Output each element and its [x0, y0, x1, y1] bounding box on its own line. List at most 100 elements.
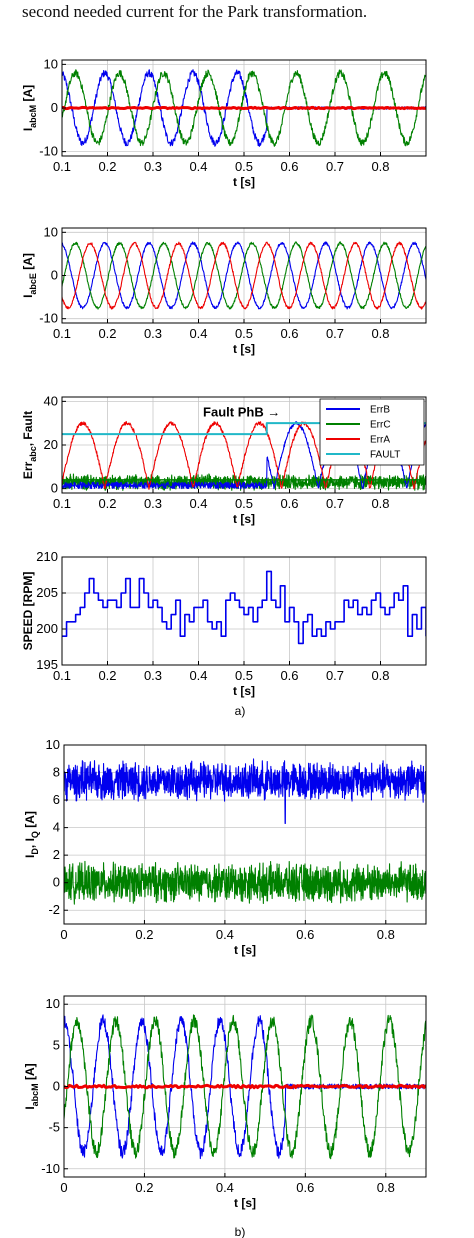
legend-label: ErrB	[370, 405, 390, 416]
x-tick-label: 0.2	[98, 496, 116, 511]
x-tick-label: 0.3	[144, 496, 162, 511]
x-tick-label: 0.3	[144, 326, 162, 341]
y-tick-label: -2	[48, 902, 60, 917]
x-tick-label: 0.8	[371, 326, 389, 341]
series-group	[64, 1014, 426, 1160]
series-group	[62, 241, 426, 310]
x-tick-label: 0.1	[53, 326, 71, 341]
y-tick-label: -10	[39, 311, 58, 326]
x-tick-label: 0.8	[377, 1180, 395, 1195]
y-tick-label: 0	[53, 875, 60, 890]
y-axis-label: ID, IQ [A]	[23, 811, 40, 858]
caption-a: a)	[235, 704, 246, 718]
x-tick-label: 0.4	[216, 927, 234, 942]
x-tick-label: 0.8	[371, 496, 389, 511]
series-group	[64, 758, 426, 905]
y-axis-label: IabcE [A]	[21, 253, 38, 298]
y-tick-label: 195	[36, 657, 58, 672]
x-tick-label: 0.2	[98, 326, 116, 341]
legend: ErrB ErrC ErrA FAULT	[319, 398, 425, 466]
y-tick-label: 6	[53, 792, 60, 807]
x-axis-label: t [s]	[233, 342, 255, 356]
legend-label: ErrC	[370, 420, 391, 431]
x-tick-label: 0.6	[296, 1180, 314, 1195]
x-tick-label: 0.6	[280, 159, 298, 174]
y-tick-label: 10	[46, 737, 60, 752]
x-tick-label: 0.6	[280, 496, 298, 511]
y-tick-label: -10	[39, 144, 58, 159]
y-tick-label: 2	[53, 847, 60, 862]
x-axis-label: t [s]	[233, 512, 255, 526]
x-tick-label: 0.8	[371, 159, 389, 174]
x-tick-label: 0.2	[98, 668, 116, 683]
y-tick-label: 10	[44, 224, 58, 239]
x-tick-label: 0.4	[216, 1180, 234, 1195]
y-tick-label: -10	[41, 1161, 60, 1176]
series-1-line	[62, 570, 426, 645]
y-axis-label: IabcM [A]	[21, 85, 38, 131]
y-tick-label: 10	[44, 56, 58, 71]
x-axis-label: t [s]	[234, 1196, 256, 1210]
series-2-line	[64, 860, 426, 905]
y-tick-label: 5	[53, 1037, 60, 1052]
x-tick-label: 0.1	[53, 668, 71, 683]
plot-2: 0.1 0.2 0.3 0.4 0.5 0.6 0.7 0.8 -10 0 10 t [s] IabcE…	[21, 224, 427, 356]
x-tick-label: 0.4	[189, 326, 207, 341]
series-2-line	[62, 421, 426, 490]
series-1-line	[64, 758, 426, 825]
y-tick-label: 0	[51, 100, 58, 115]
y-tick-label: 40	[44, 393, 58, 408]
caption-b: b)	[235, 1225, 246, 1238]
y-tick-label: 200	[36, 621, 58, 636]
x-axis-label: t [s]	[234, 943, 256, 957]
y-tick-label: 8	[53, 765, 60, 780]
plot-1: 0.1 0.2 0.3 0.4 0.5 0.6 0.7 0.8 -10 0 10 t [s] IabcM…	[21, 56, 427, 189]
x-tick-label: 0.4	[189, 668, 207, 683]
plot-3: 0.1 0.2 0.3 0.4 0.5 0.6 0.7 0.8 0 20 40 t [s] Errabc…	[21, 393, 427, 526]
legend-label: ErrA	[370, 435, 390, 446]
plot-6: 0 0.2 0.4 0.6 0.8 -10 -5 0 5 10 t [s] IabcM [A]	[23, 995, 427, 1210]
x-tick-label: 0.5	[235, 668, 253, 683]
y-tick-label: 4	[53, 820, 60, 835]
series-3-line	[62, 105, 426, 111]
y-axis-label: SPEED [RPM]	[21, 572, 35, 651]
x-tick-label: 0.7	[326, 326, 344, 341]
plot-frame	[63, 744, 427, 925]
y-tick-label: 0	[53, 1079, 60, 1094]
x-tick-label: 0.5	[235, 326, 253, 341]
x-tick-label: 0.6	[280, 326, 298, 341]
x-tick-label: 0.3	[144, 159, 162, 174]
series-3-line	[62, 421, 426, 490]
series-2-line	[64, 1014, 426, 1160]
y-tick-label: -5	[48, 1120, 60, 1135]
x-tick-label: 0.6	[296, 927, 314, 942]
series-1-line	[62, 241, 426, 310]
y-axis-label: Errabc, Fault	[21, 411, 38, 479]
y-tick-label: 210	[36, 549, 58, 564]
x-tick-label: 0.3	[144, 668, 162, 683]
x-tick-label: 0.4	[189, 496, 207, 511]
x-tick-label: 0.1	[53, 159, 71, 174]
series-2-line	[62, 241, 426, 310]
x-tick-label: 0.7	[326, 668, 344, 683]
x-tick-label: 0	[60, 1180, 67, 1195]
series-group	[62, 69, 426, 147]
y-tick-label: 205	[36, 585, 58, 600]
caption-top: second needed current for the Park trans…	[22, 2, 368, 21]
y-tick-label: 0	[51, 268, 58, 283]
x-axis-label: t [s]	[233, 684, 255, 698]
plot-4: 0.1 0.2 0.3 0.4 0.5 0.6 0.7 0.8 195 200 205 210 t [s…	[21, 549, 427, 698]
x-tick-label: 0.4	[189, 159, 207, 174]
x-axis-label: t [s]	[233, 175, 255, 189]
x-tick-label: 0.2	[135, 927, 153, 942]
series-2-line	[62, 69, 426, 147]
y-tick-label: 10	[46, 996, 60, 1011]
x-tick-label: 0.5	[235, 496, 253, 511]
x-tick-label: 0.2	[98, 159, 116, 174]
series-3-line	[64, 1083, 426, 1090]
y-tick-label: 0	[51, 481, 58, 496]
series-group	[62, 570, 426, 645]
fault-annotation: Fault PhB →	[203, 405, 280, 420]
